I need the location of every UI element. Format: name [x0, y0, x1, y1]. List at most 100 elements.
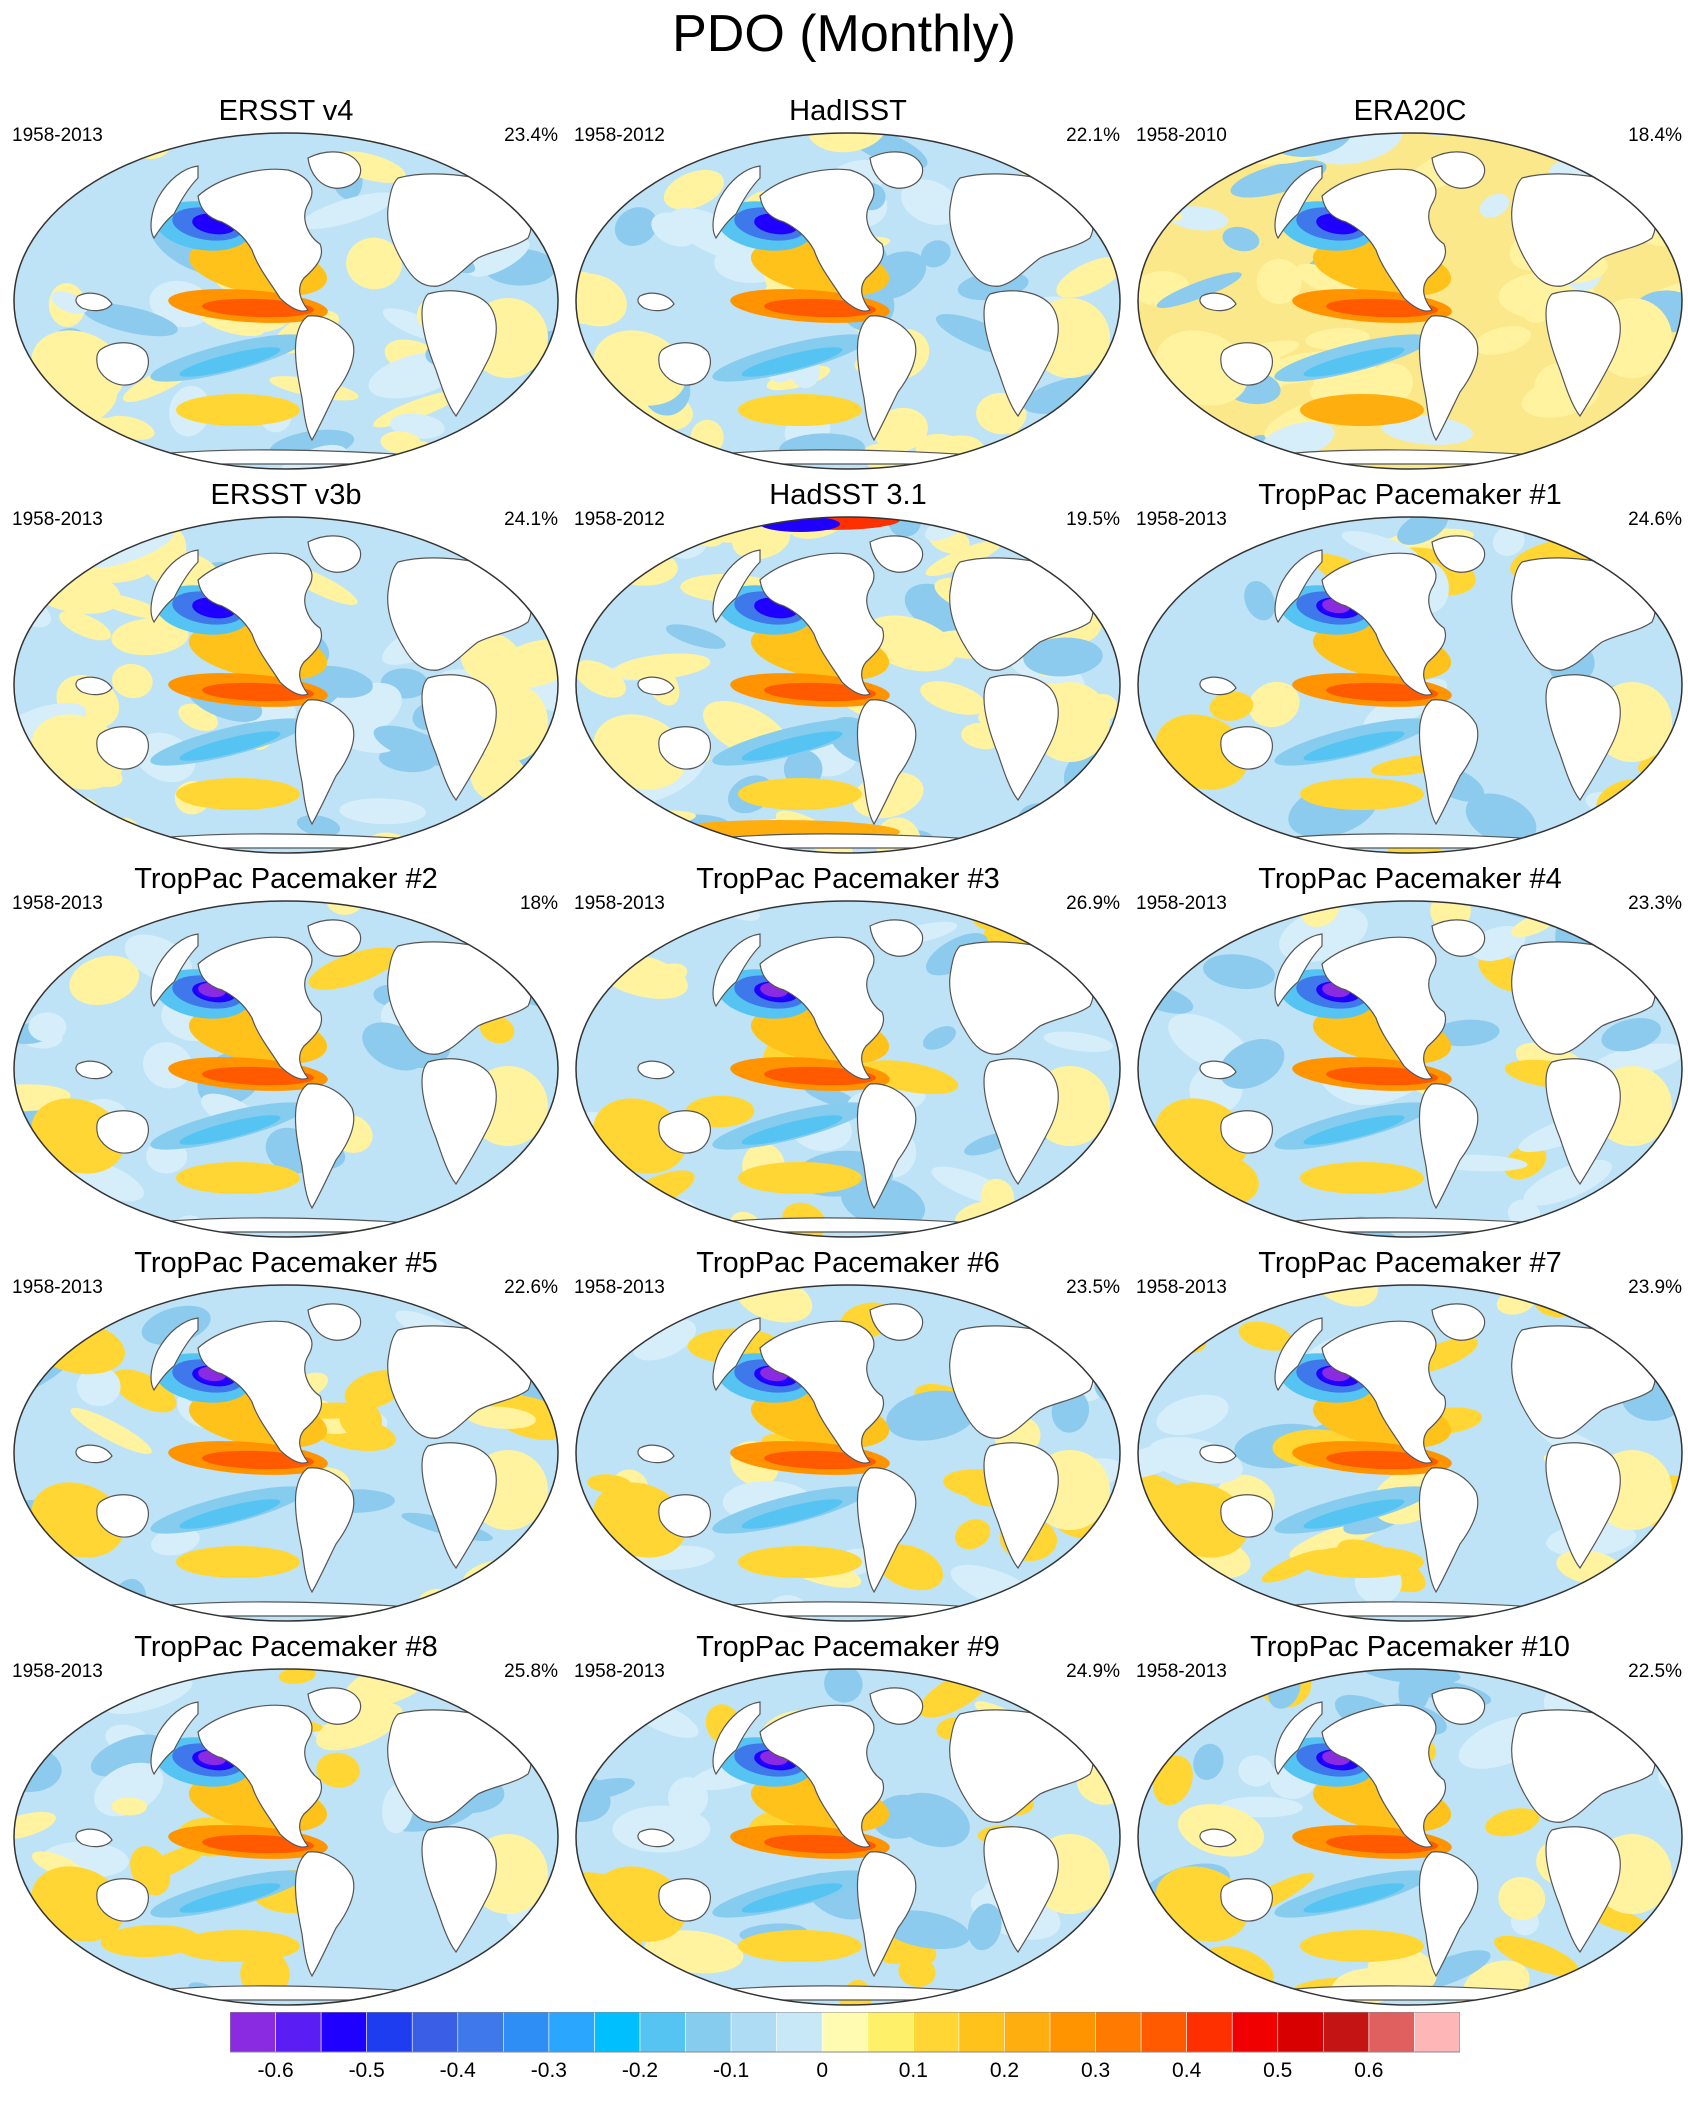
colorbar-tick-label: 0.1 [898, 2059, 928, 2082]
map-panel: ERSST v4 1958-2013 23.4% [8, 92, 564, 476]
panel-variance-percent: 22.6% [504, 1277, 558, 1298]
colorbar-tick-label: -0.1 [713, 2059, 750, 2082]
figure-title: PDO (Monthly) [672, 5, 1016, 63]
map-panel: TropPac Pacemaker #2 1958-2013 18% [8, 860, 564, 1244]
colorbar [230, 2012, 1460, 2053]
pdo-regression-map [1137, 1668, 1683, 2006]
panel-variance-percent: 24.6% [1628, 509, 1682, 530]
panel-period: 1958-2012 [574, 509, 665, 530]
panel-title: TropPac Pacemaker #8 [134, 1631, 438, 1663]
panel-variance-percent: 26.9% [1066, 893, 1120, 914]
panel-title: TropPac Pacemaker #6 [696, 1247, 1000, 1279]
pdo-regression-map [1137, 132, 1683, 470]
map-panel: TropPac Pacemaker #1 1958-2013 24.6% [1132, 476, 1688, 860]
pdo-regression-map [575, 900, 1121, 1238]
pdo-regression-map [1137, 516, 1683, 854]
colorbar-swatch [1323, 2012, 1370, 2053]
panel-variance-percent: 18% [519, 893, 558, 914]
pdo-regression-map [13, 516, 559, 854]
panel-title: HadSST 3.1 [769, 479, 927, 511]
colorbar-tick-label: 0 [816, 2059, 829, 2082]
panel-variance-percent: 24.1% [504, 509, 558, 530]
colorbar-tick-label: -0.5 [348, 2059, 385, 2082]
panel-title: TropPac Pacemaker #3 [696, 863, 1000, 895]
panel-title: HadISST [789, 95, 907, 127]
map-panel: TropPac Pacemaker #3 1958-2013 26.9% [570, 860, 1126, 1244]
colorbar-swatch [821, 2012, 869, 2053]
map-panel: TropPac Pacemaker #10 1958-2013 22.5% [1132, 1628, 1688, 2012]
pdo-regression-map [13, 900, 559, 1238]
pdo-regression-map [1137, 1284, 1683, 1622]
colorbar-swatch [366, 2012, 413, 2053]
panel-variance-percent: 23.4% [504, 125, 558, 146]
colorbar-swatch [594, 2012, 641, 2053]
map-panel: TropPac Pacemaker #8 1958-2013 25.8% [8, 1628, 564, 2012]
colorbar-swatch [1277, 2012, 1324, 2053]
colorbar-swatch [913, 2012, 960, 2053]
pdo-regression-map [575, 1284, 1121, 1622]
panel-title: TropPac Pacemaker #4 [1258, 863, 1562, 895]
colorbar-tick-label: -0.3 [530, 2059, 567, 2082]
panel-title: ERSST v4 [218, 95, 354, 127]
panel-variance-percent: 24.9% [1066, 1661, 1120, 1682]
colorbar-swatch [730, 2012, 777, 2053]
colorbar-swatch [275, 2012, 322, 2053]
panel-period: 1958-2013 [12, 509, 103, 530]
panel-period: 1958-2013 [12, 1661, 103, 1682]
colorbar-swatch [685, 2012, 732, 2053]
colorbar-tick-label: -0.2 [621, 2059, 659, 2082]
colorbar-tick-label: 0.3 [1080, 2059, 1111, 2082]
map-panel: HadSST 3.1 1958-2012 19.5% [570, 476, 1126, 860]
panel-period: 1958-2012 [574, 125, 665, 146]
colorbar-swatch [411, 2012, 459, 2053]
colorbar-swatch [776, 2012, 823, 2053]
pdo-regression-map [13, 132, 559, 470]
colorbar-tick-label: 0.4 [1172, 2059, 1202, 2082]
colorbar-swatch [1186, 2012, 1233, 2053]
map-panel: TropPac Pacemaker #5 1958-2013 22.6% [8, 1244, 564, 1628]
panel-variance-percent: 23.3% [1628, 893, 1682, 914]
map-panel: TropPac Pacemaker #4 1958-2013 23.3% [1132, 860, 1688, 1244]
pdo-regression-map [575, 516, 1121, 854]
panel-period: 1958-2013 [12, 893, 103, 914]
colorbar-tick-label: 0.6 [1354, 2059, 1384, 2082]
colorbar-swatch [457, 2012, 504, 2053]
panel-title: TropPac Pacemaker #7 [1258, 1247, 1562, 1279]
colorbar-swatch [1231, 2012, 1279, 2053]
panel-variance-percent: 19.5% [1066, 509, 1120, 530]
colorbar-swatch [320, 2012, 367, 2053]
panel-period: 1958-2013 [574, 1661, 665, 1682]
colorbar-tick-label: 0.2 [989, 2059, 1020, 2082]
colorbar-swatch [1140, 2012, 1187, 2053]
panel-title: TropPac Pacemaker #5 [134, 1247, 438, 1279]
panel-period: 1958-2013 [12, 125, 103, 146]
panel-title: TropPac Pacemaker #2 [134, 863, 438, 895]
panel-title: ERSST v3b [210, 479, 362, 511]
panel-variance-percent: 18.4% [1628, 125, 1682, 146]
pdo-regression-map [13, 1668, 559, 2006]
pdo-regression-map [1137, 900, 1683, 1238]
pdo-regression-map [575, 1668, 1121, 2006]
colorbar-swatch [503, 2012, 550, 2053]
colorbar-swatch [1095, 2012, 1142, 2053]
panel-variance-percent: 25.8% [504, 1661, 558, 1682]
colorbar-swatch [1049, 2012, 1096, 2053]
panel-period: 1958-2013 [574, 893, 665, 914]
map-panel: HadISST 1958-2012 22.1% [570, 92, 1126, 476]
panel-period: 1958-2013 [1136, 893, 1227, 914]
colorbar-swatch [1368, 2012, 1415, 2053]
pdo-regression-map [13, 1284, 559, 1622]
panel-period: 1958-2013 [1136, 1661, 1227, 1682]
colorbar-swatch [1004, 2012, 1051, 2053]
panel-variance-percent: 22.1% [1066, 125, 1120, 146]
panel-period: 1958-2013 [1136, 1277, 1227, 1298]
colorbar-tick-label: -0.4 [439, 2059, 476, 2082]
colorbar-swatch [958, 2012, 1005, 2053]
colorbar-swatch [867, 2012, 914, 2053]
panel-variance-percent: 23.9% [1628, 1277, 1682, 1298]
colorbar-tick-label: 0.5 [1263, 2059, 1293, 2082]
panel-title: TropPac Pacemaker #1 [1258, 479, 1562, 511]
panel-period: 1958-2010 [1136, 125, 1227, 146]
colorbar-tick-label: -0.6 [257, 2059, 294, 2082]
panel-period: 1958-2013 [12, 1277, 103, 1298]
